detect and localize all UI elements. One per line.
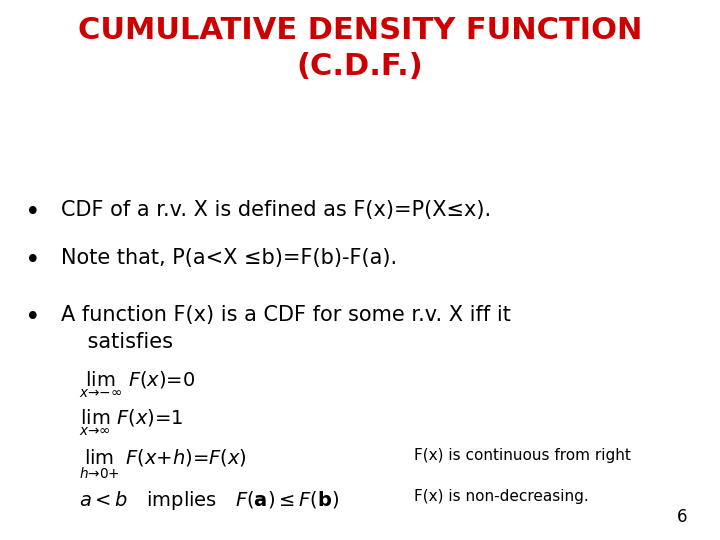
Text: F(x) is non-decreasing.: F(x) is non-decreasing. xyxy=(414,489,589,504)
Text: $\lim_{x\to -\infty} \ F(x) = 0$: $\lim_{x\to -\infty} \ F(x) = 0$ xyxy=(79,370,196,400)
Text: $a < b \quad \mathrm{implies} \quad F(\mathbf{a}) \leq F(\mathbf{b})$: $a < b \quad \mathrm{implies} \quad F(\m… xyxy=(79,489,340,512)
Text: CDF of a r.v. X is defined as F(x)=P(X≤x).: CDF of a r.v. X is defined as F(x)=P(X≤x… xyxy=(61,200,491,220)
Text: $\lim_{h\to 0+} \ F(x+h) = F(x)$: $\lim_{h\to 0+} \ F(x+h) = F(x)$ xyxy=(79,448,247,481)
Text: $\lim_{x\to \infty} \ F(x) = 1$: $\lim_{x\to \infty} \ F(x) = 1$ xyxy=(79,408,184,438)
Text: •: • xyxy=(24,305,40,331)
Text: F(x) is continuous from right: F(x) is continuous from right xyxy=(414,448,631,463)
Text: •: • xyxy=(24,248,40,274)
Text: 6: 6 xyxy=(677,509,688,526)
Text: Note that, P(a<X ≤b)=F(b)-F(a).: Note that, P(a<X ≤b)=F(b)-F(a). xyxy=(61,248,397,268)
Text: CUMULATIVE DENSITY FUNCTION
(C.D.F.): CUMULATIVE DENSITY FUNCTION (C.D.F.) xyxy=(78,16,642,81)
Text: A function F(x) is a CDF for some r.v. X iff it
    satisfies: A function F(x) is a CDF for some r.v. X… xyxy=(61,305,511,352)
Text: •: • xyxy=(24,200,40,226)
